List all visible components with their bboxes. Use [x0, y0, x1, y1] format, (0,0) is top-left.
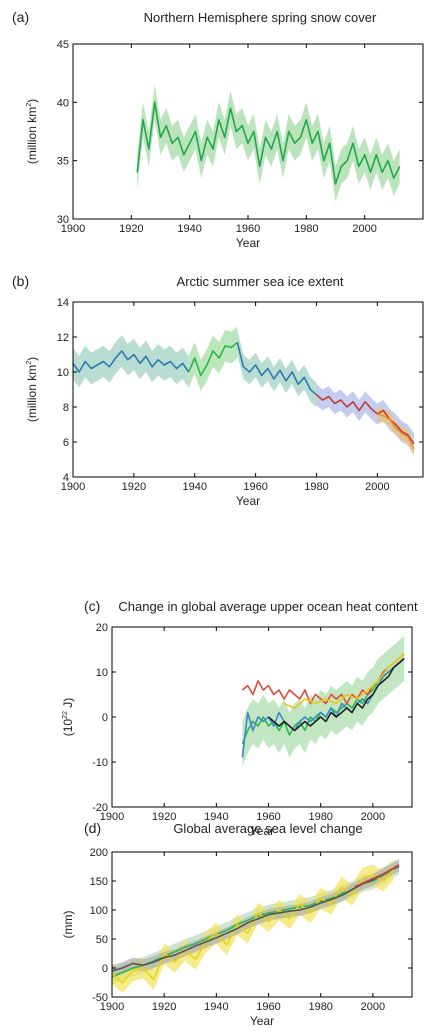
y-axis-label-sup: 2: [26, 361, 33, 365]
y-axis-label-tail: J): [61, 698, 75, 711]
y-axis-label-tail: ): [25, 357, 39, 361]
y-tick-label: 150: [90, 876, 108, 888]
x-tick-label: 2000: [361, 1001, 385, 1013]
x-tick-label: 1900: [100, 811, 124, 823]
x-tick-label: 1960: [256, 1001, 280, 1013]
panel-label: (b): [12, 273, 29, 289]
chart-title: Northern Hemisphere spring snow cover: [144, 10, 377, 25]
x-tick-label: 1900: [100, 1001, 124, 1013]
y-axis-label-main: (10: [61, 719, 75, 737]
chart-title: Arctic summer sea ice extent: [177, 274, 344, 289]
plot-frame: [72, 301, 424, 478]
x-tick-label: 1940: [182, 481, 206, 493]
y-tick-label: 200: [90, 847, 108, 859]
y-tick-label: 0: [102, 963, 108, 975]
series-band-2: [188, 326, 238, 392]
x-tick-label: 1900: [61, 481, 85, 493]
series-line-3: [283, 653, 405, 709]
series-band-1: [73, 335, 189, 388]
y-tick-label: 8: [63, 402, 69, 414]
panel-4: (d) Global average sea level change 1900 19…: [61, 820, 413, 1028]
series-line-1: [136, 101, 401, 185]
series-line-4: [315, 394, 415, 445]
y-tick-label: 35: [57, 156, 69, 168]
y-tick-label: -10: [92, 757, 108, 769]
panel-label: (c): [84, 598, 100, 614]
y-tick-label: -50: [92, 992, 108, 1004]
series-band-5: [377, 407, 414, 456]
x-tick-label: 1900: [61, 223, 85, 235]
y-tick-label: 30: [57, 214, 69, 226]
panel-label: (a): [12, 9, 29, 25]
panel-label: (d): [84, 820, 101, 836]
y-axis-label-main: (million km: [25, 365, 39, 422]
series-line-2: [111, 868, 395, 984]
series-line-3: [236, 342, 318, 396]
x-tick-label: 1920: [152, 1001, 176, 1013]
y-tick-label: 10: [96, 667, 108, 679]
y-tick-label: 14: [57, 297, 69, 309]
x-tick-label: 1980: [304, 481, 328, 493]
y-tick-label: 100: [90, 905, 108, 917]
y-tick-label: 6: [63, 437, 69, 449]
y-axis-label-sup: 2: [26, 103, 33, 107]
series-line-5: [377, 413, 415, 450]
x-axis-label: Year: [236, 236, 260, 250]
series-line-4: [354, 864, 400, 888]
y-tick-label: 12: [57, 332, 69, 344]
x-tick-label: 1920: [152, 811, 176, 823]
y-axis-label-tail: ): [25, 99, 39, 103]
y-tick-label: 50: [96, 934, 108, 946]
x-tick-label: 1960: [243, 481, 267, 493]
x-tick-label: 1920: [122, 481, 146, 493]
x-tick-label: 1980: [308, 1001, 332, 1013]
y-axis-label-main: (million km: [25, 107, 39, 164]
y-axis-label: (million km2): [25, 357, 39, 422]
series-line-1: [72, 350, 190, 373]
x-tick-label: 1940: [204, 811, 228, 823]
y-tick-label: 4: [63, 472, 69, 484]
y-tick-label: 20: [96, 622, 108, 634]
x-tick-label: 1960: [256, 811, 280, 823]
y-axis-label: (1022 J): [61, 698, 75, 736]
x-tick-label: 1980: [294, 223, 318, 235]
x-tick-label: 2000: [365, 481, 389, 493]
plot-frame: [111, 851, 413, 998]
y-axis-label: (mm): [61, 911, 75, 939]
series-line-2: [187, 341, 238, 377]
y-axis-label-main: (mm): [61, 911, 75, 939]
x-tick-label: 1940: [177, 223, 201, 235]
x-tick-label: 1920: [119, 223, 143, 235]
x-axis-label: Year: [250, 1014, 274, 1028]
y-tick-label: 40: [57, 97, 69, 109]
chart-title: Global average sea level change: [173, 821, 362, 836]
series-band-3: [237, 330, 317, 407]
series-line-5: [267, 657, 405, 732]
x-tick-label: 1940: [204, 1001, 228, 1013]
x-tick-label: 1980: [308, 811, 332, 823]
y-axis-label-sup: 22: [62, 711, 69, 719]
x-tick-label: 2000: [352, 223, 376, 235]
x-axis-label: Year: [250, 824, 274, 838]
y-axis-label: (million km2): [25, 99, 39, 164]
x-tick-label: 2000: [361, 811, 385, 823]
x-tick-label: 1960: [236, 223, 260, 235]
y-tick-label: -20: [92, 802, 108, 814]
x-axis-label: Year: [236, 494, 260, 508]
y-tick-label: 45: [57, 39, 69, 51]
y-tick-label: 0: [102, 712, 108, 724]
chart-title: Change in global average upper ocean hea…: [118, 599, 418, 614]
panel-3: (c) Change in global average upper ocean …: [61, 598, 418, 838]
panel-1: (a) Northern Hemisphere spring snow cover…: [12, 9, 424, 250]
panel-2: (b) Arctic summer sea ice extent 1900 1920 1…: [12, 273, 424, 508]
series-band-4: [316, 384, 414, 455]
y-tick-label: 10: [57, 367, 69, 379]
series-line-3: [111, 865, 400, 972]
